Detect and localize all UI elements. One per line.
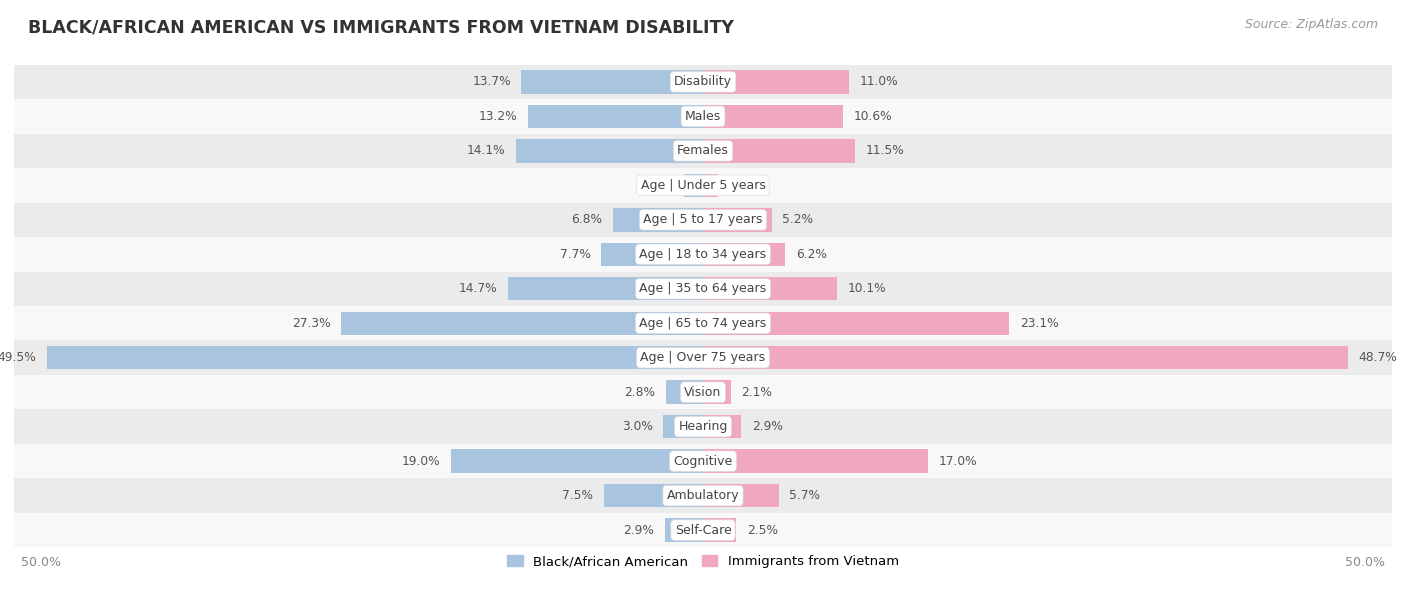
Text: 7.5%: 7.5%	[562, 489, 593, 502]
Text: 2.1%: 2.1%	[741, 386, 772, 398]
Text: Age | Under 5 years: Age | Under 5 years	[641, 179, 765, 192]
Bar	[14, 99, 1392, 133]
Text: 5.2%: 5.2%	[783, 214, 814, 226]
Text: 23.1%: 23.1%	[1019, 317, 1059, 330]
Text: Males: Males	[685, 110, 721, 123]
Text: Ambulatory: Ambulatory	[666, 489, 740, 502]
Bar	[703, 174, 717, 197]
Text: Vision: Vision	[685, 386, 721, 398]
Legend: Black/African American, Immigrants from Vietnam: Black/African American, Immigrants from …	[502, 550, 904, 573]
Bar	[703, 139, 855, 163]
Text: 14.7%: 14.7%	[458, 282, 498, 295]
Text: 1.4%: 1.4%	[643, 179, 673, 192]
Text: 1.1%: 1.1%	[728, 179, 759, 192]
Bar	[703, 518, 737, 542]
Text: 2.5%: 2.5%	[747, 524, 778, 537]
Bar	[703, 381, 731, 404]
Text: 14.1%: 14.1%	[467, 144, 506, 157]
Text: 27.3%: 27.3%	[292, 317, 330, 330]
Text: 13.7%: 13.7%	[472, 75, 510, 88]
Text: Source: ZipAtlas.com: Source: ZipAtlas.com	[1244, 18, 1378, 31]
Bar	[703, 105, 844, 128]
Bar	[703, 277, 837, 300]
Bar	[14, 133, 1392, 168]
Text: Females: Females	[678, 144, 728, 157]
Bar	[703, 208, 772, 231]
Text: 2.9%: 2.9%	[752, 420, 783, 433]
Bar	[603, 484, 703, 507]
Text: 11.5%: 11.5%	[866, 144, 904, 157]
Text: 11.0%: 11.0%	[859, 75, 898, 88]
Bar	[516, 139, 703, 163]
Text: 5.7%: 5.7%	[789, 489, 820, 502]
Bar	[14, 479, 1392, 513]
Bar	[14, 272, 1392, 306]
Bar	[600, 242, 703, 266]
Bar	[14, 513, 1392, 547]
Bar	[342, 312, 703, 335]
Text: Age | 18 to 34 years: Age | 18 to 34 years	[640, 248, 766, 261]
Bar	[703, 415, 741, 438]
Bar	[14, 444, 1392, 479]
Bar	[48, 346, 703, 370]
Bar	[451, 449, 703, 473]
Bar	[613, 208, 703, 231]
Bar	[14, 375, 1392, 409]
Bar	[14, 409, 1392, 444]
Text: 10.1%: 10.1%	[848, 282, 886, 295]
Text: 19.0%: 19.0%	[402, 455, 440, 468]
Text: 13.2%: 13.2%	[479, 110, 517, 123]
Text: 3.0%: 3.0%	[621, 420, 652, 433]
Text: Self-Care: Self-Care	[675, 524, 731, 537]
Bar	[664, 415, 703, 438]
Bar	[14, 203, 1392, 237]
Bar	[703, 346, 1348, 370]
Bar	[685, 174, 703, 197]
Bar	[703, 242, 785, 266]
Bar	[14, 340, 1392, 375]
Text: Hearing: Hearing	[678, 420, 728, 433]
Text: 6.2%: 6.2%	[796, 248, 827, 261]
Text: 2.9%: 2.9%	[623, 524, 654, 537]
Bar	[666, 381, 703, 404]
Text: Age | 35 to 64 years: Age | 35 to 64 years	[640, 282, 766, 295]
Bar	[703, 484, 779, 507]
Bar	[14, 65, 1392, 99]
Bar	[703, 70, 849, 94]
Bar	[14, 237, 1392, 272]
Text: 48.7%: 48.7%	[1358, 351, 1398, 364]
Bar	[665, 518, 703, 542]
Text: 2.8%: 2.8%	[624, 386, 655, 398]
Text: BLACK/AFRICAN AMERICAN VS IMMIGRANTS FROM VIETNAM DISABILITY: BLACK/AFRICAN AMERICAN VS IMMIGRANTS FRO…	[28, 18, 734, 36]
Text: 49.5%: 49.5%	[0, 351, 37, 364]
Bar	[508, 277, 703, 300]
Text: Age | 65 to 74 years: Age | 65 to 74 years	[640, 317, 766, 330]
Bar	[14, 168, 1392, 203]
Bar	[522, 70, 703, 94]
Text: Age | Over 75 years: Age | Over 75 years	[641, 351, 765, 364]
Bar	[14, 306, 1392, 340]
Text: 10.6%: 10.6%	[853, 110, 893, 123]
Bar	[703, 312, 1010, 335]
Text: Disability: Disability	[673, 75, 733, 88]
Text: Cognitive: Cognitive	[673, 455, 733, 468]
Bar	[703, 449, 928, 473]
Text: 6.8%: 6.8%	[571, 214, 602, 226]
Bar	[529, 105, 703, 128]
Text: 7.7%: 7.7%	[560, 248, 591, 261]
Text: 17.0%: 17.0%	[939, 455, 977, 468]
Text: Age | 5 to 17 years: Age | 5 to 17 years	[644, 214, 762, 226]
